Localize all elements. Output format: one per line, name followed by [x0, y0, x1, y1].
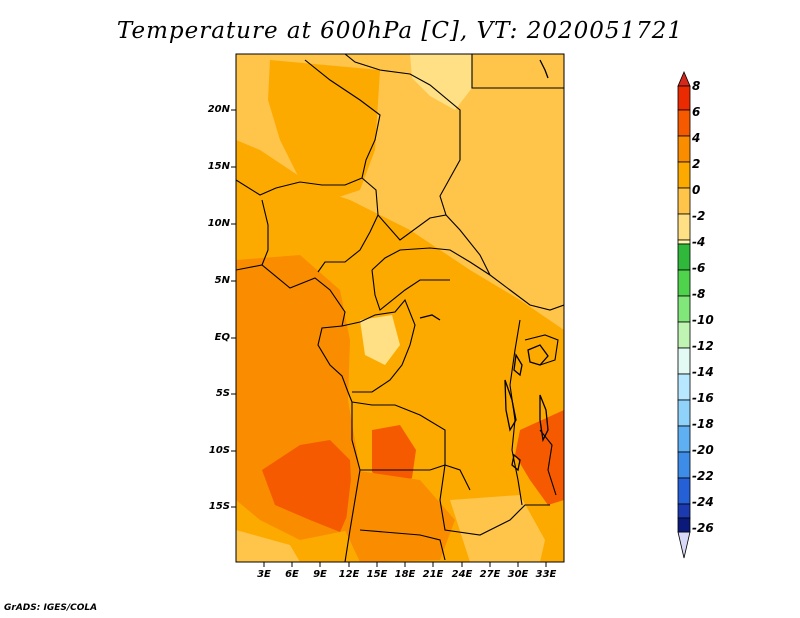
colorbar-bin	[677, 135, 691, 163]
map-title: Temperature at 600hPa [C], VT: 202005172…	[116, 18, 684, 44]
colorbar-label: -14	[692, 365, 714, 379]
lat-label: 10N	[207, 218, 230, 229]
grads-credit: GrADS: IGES/COLA	[4, 603, 98, 613]
colorbar-label: 4	[692, 131, 701, 145]
colorbar-bin	[677, 451, 691, 479]
lon-label: 12E	[338, 569, 360, 580]
colorbar-bin	[677, 161, 691, 189]
lat-label: 15N	[207, 161, 230, 172]
field-hot-angola-2	[372, 425, 416, 490]
axis-ticks	[231, 109, 547, 567]
lon-label: 6E	[285, 569, 299, 580]
colorbar-label: -12	[692, 339, 714, 353]
lon-label: 27E	[479, 569, 501, 580]
lat-label: 5S	[215, 388, 230, 399]
colorbar-label: 2	[692, 157, 701, 171]
colorbar-label: 6	[692, 105, 701, 119]
colorbar-label: -18	[692, 417, 714, 431]
lon-label: 24E	[451, 569, 473, 580]
field-cool-south-corner	[236, 530, 300, 562]
colorbar-label: -20	[692, 443, 714, 457]
colorbar-bottom-arrow	[677, 531, 691, 559]
colorbar-label: -2	[692, 209, 706, 223]
colorbar-bin	[677, 517, 691, 533]
colorbar-label: -8	[692, 287, 706, 301]
colorbar-bin	[677, 239, 691, 245]
map-frame	[235, 53, 565, 563]
colorbar-label: 8	[692, 79, 701, 93]
field-cooler-patch	[360, 315, 400, 365]
colorbar-bin	[677, 295, 691, 323]
colorbar-bin	[677, 503, 691, 519]
colorbar-label: -4	[692, 235, 706, 249]
colorbar-bin	[677, 477, 691, 505]
colorbar	[677, 70, 691, 559]
lon-label: 30E	[507, 569, 529, 580]
lon-label: 3E	[257, 569, 271, 580]
colorbar-bin	[677, 213, 691, 241]
colorbar-label: -16	[692, 391, 714, 405]
lat-label: 10S	[208, 445, 230, 456]
lat-label: 20N	[207, 104, 230, 115]
colorbar-bin	[677, 243, 691, 271]
colorbar-bin	[677, 425, 691, 453]
lon-label: 15E	[366, 569, 388, 580]
colorbar-label: -22	[692, 469, 714, 483]
colorbar-label: -10	[692, 313, 714, 327]
colorbar-label: -24	[692, 495, 714, 509]
lat-label: 5N	[214, 275, 230, 286]
colorbar-bin	[677, 85, 691, 111]
lon-label: 33E	[535, 569, 557, 580]
colorbar-label: -26	[692, 521, 714, 535]
colorbar-label: -6	[692, 261, 706, 275]
colorbar-top-arrow	[677, 70, 691, 87]
field-warm-south	[345, 470, 455, 562]
field-cool-southeast	[450, 495, 545, 562]
lake-outlines	[419, 59, 549, 472]
lat-label: 15S	[208, 501, 230, 512]
colorbar-bin	[677, 399, 691, 427]
field-hot-angola	[262, 440, 352, 532]
colorbar-bin	[677, 373, 691, 401]
lon-label: 18E	[394, 569, 416, 580]
colorbar-bin	[677, 321, 691, 349]
colorbar-bin	[677, 109, 691, 137]
lat-label: EQ	[214, 332, 230, 343]
lon-label: 21E	[422, 569, 444, 580]
colorbar-bin	[677, 269, 691, 297]
colorbar-label: 0	[692, 183, 701, 197]
colorbar-bin	[677, 347, 691, 375]
temperature-field	[236, 54, 564, 562]
lon-label: 9E	[313, 569, 327, 580]
country-borders	[236, 54, 564, 562]
field-cooler-north	[410, 54, 472, 110]
colorbar-bin	[677, 187, 691, 215]
